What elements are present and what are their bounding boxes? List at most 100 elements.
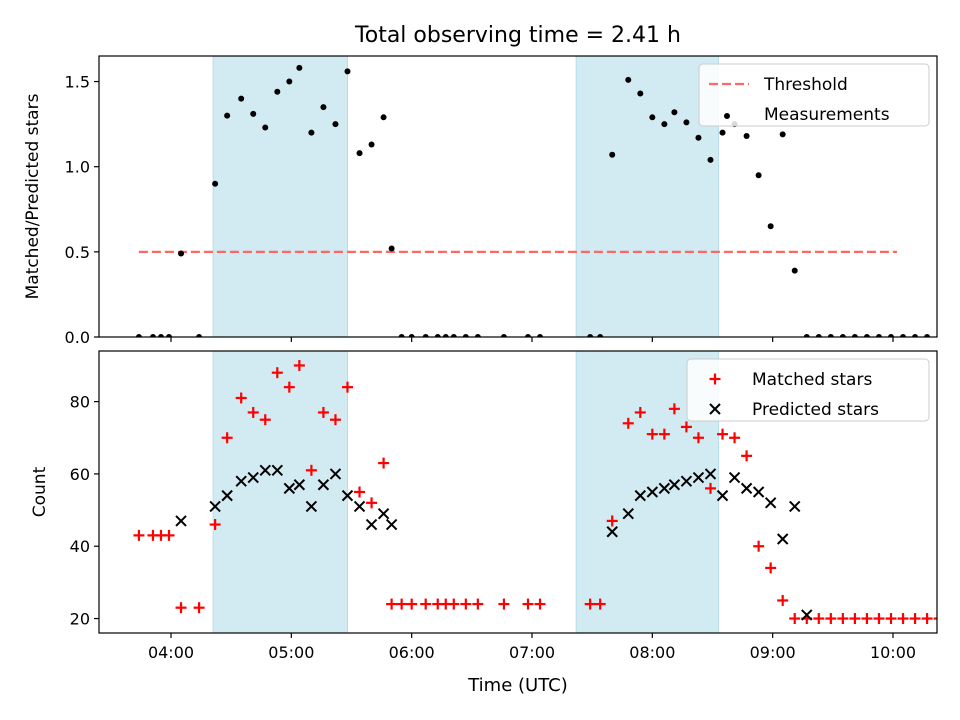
measurement-point xyxy=(863,334,870,337)
predicted-star-point xyxy=(175,515,187,527)
predicted-star-point xyxy=(801,609,813,621)
measurement-point xyxy=(442,334,449,337)
matched-star-point xyxy=(584,598,596,610)
predicted-star-point xyxy=(740,482,753,495)
predicted-star-point xyxy=(305,500,318,513)
matched-star-point xyxy=(741,450,753,462)
legend-box xyxy=(698,63,930,127)
shaded-interval xyxy=(212,351,348,633)
measurement-point xyxy=(398,334,405,337)
measurement-point xyxy=(803,334,810,337)
matched-star-point xyxy=(271,367,283,379)
matched-star-point xyxy=(293,359,305,371)
measurement-point xyxy=(755,172,762,179)
matched-star-point xyxy=(861,613,873,625)
panel-ratio: 0.0 0.5 1.0 1.5 Matched/Predicted stars Thres… xyxy=(23,55,938,347)
predicted-star-point xyxy=(209,500,221,513)
matched-star-point xyxy=(193,602,205,614)
measurement-point xyxy=(887,334,894,337)
measurement-point xyxy=(900,334,907,337)
legend-label: Measurements xyxy=(764,105,890,125)
matched-star-point xyxy=(259,414,271,426)
measurement-point xyxy=(380,114,387,121)
predicted-star-point xyxy=(692,471,705,484)
predicted-star-point xyxy=(622,507,634,520)
measurement-point xyxy=(649,114,656,121)
matched-star-point xyxy=(366,497,378,509)
measurement-point xyxy=(308,129,315,136)
matched-star-point xyxy=(885,613,897,625)
legend: Matched stars Predicted stars xyxy=(686,358,930,422)
measurement-point xyxy=(344,68,351,75)
matched-star-point xyxy=(472,598,484,610)
matched-star-point xyxy=(825,613,837,625)
matched-star-point xyxy=(354,486,366,498)
matched-star-point xyxy=(680,421,692,433)
matched-star-point xyxy=(594,598,606,610)
measurement-point xyxy=(388,245,395,252)
x-tick-label: 04:00 xyxy=(148,643,194,662)
matched-star-point xyxy=(247,406,259,418)
shaded-interval xyxy=(212,56,348,337)
matched-star-point xyxy=(317,406,329,418)
measurement-point xyxy=(434,334,441,337)
predicted-star-point xyxy=(789,500,801,513)
shaded-interval xyxy=(575,56,720,337)
measurement-point xyxy=(743,133,750,140)
matched-star-point xyxy=(341,381,353,393)
matched-star-point xyxy=(765,562,777,574)
measurement-point xyxy=(719,129,726,136)
legend-x-swatch-b xyxy=(709,403,721,415)
matched-star-point xyxy=(873,613,885,625)
predicted-star-point xyxy=(606,526,618,538)
matched-star-point xyxy=(221,432,233,444)
matched-star-point xyxy=(646,428,658,440)
measurement-point xyxy=(178,250,185,257)
predicted-star-point xyxy=(752,486,765,498)
legend-dot-swatch xyxy=(724,113,730,119)
matched-star-point xyxy=(448,598,460,610)
predicted-star-point xyxy=(235,475,247,487)
matched-star-point xyxy=(729,432,741,444)
predicted-star-point xyxy=(764,497,777,509)
chart-title: Total observing time = 2.41 h xyxy=(354,23,681,48)
measurement-point xyxy=(587,334,594,337)
y-tick-label: 20 xyxy=(70,610,90,629)
matched-star-point xyxy=(789,613,801,625)
measurement-point xyxy=(875,334,882,337)
matched-star-point xyxy=(921,613,933,625)
predicted-star-point xyxy=(247,471,259,484)
measurement-point xyxy=(135,334,142,337)
measurement-point xyxy=(779,131,786,138)
measurement-point xyxy=(320,104,327,111)
predicted-star-point xyxy=(680,475,693,487)
matched-star-point xyxy=(406,598,418,610)
matched-star-point xyxy=(522,598,534,610)
measurement-point xyxy=(462,334,469,337)
matched-star-point xyxy=(386,598,398,610)
predicted-star-point xyxy=(271,464,284,477)
predicted-star-point xyxy=(353,500,366,513)
x-tick-label: 09:00 xyxy=(750,643,796,662)
measurement-point xyxy=(274,88,281,95)
matched-star-point xyxy=(498,598,510,610)
measurement-point xyxy=(422,334,429,337)
matched-star-point xyxy=(396,598,408,610)
measurement-point xyxy=(356,150,363,157)
measurement-point xyxy=(286,78,293,85)
measurement-point xyxy=(332,121,339,128)
measurement-point xyxy=(924,334,931,337)
measurement-point xyxy=(196,334,203,337)
predicted-star-point xyxy=(385,518,398,531)
matched-star-point xyxy=(175,602,187,614)
measurement-point xyxy=(250,110,257,117)
matched-star-point xyxy=(305,464,317,476)
predicted-star-point xyxy=(283,482,296,495)
legend: Threshold Measurements xyxy=(698,63,930,127)
matched-star-point xyxy=(329,414,341,426)
measurement-point xyxy=(224,112,231,119)
measurement-point xyxy=(912,334,919,337)
predicted-star-point xyxy=(634,489,647,502)
matched-star-point xyxy=(753,540,765,552)
